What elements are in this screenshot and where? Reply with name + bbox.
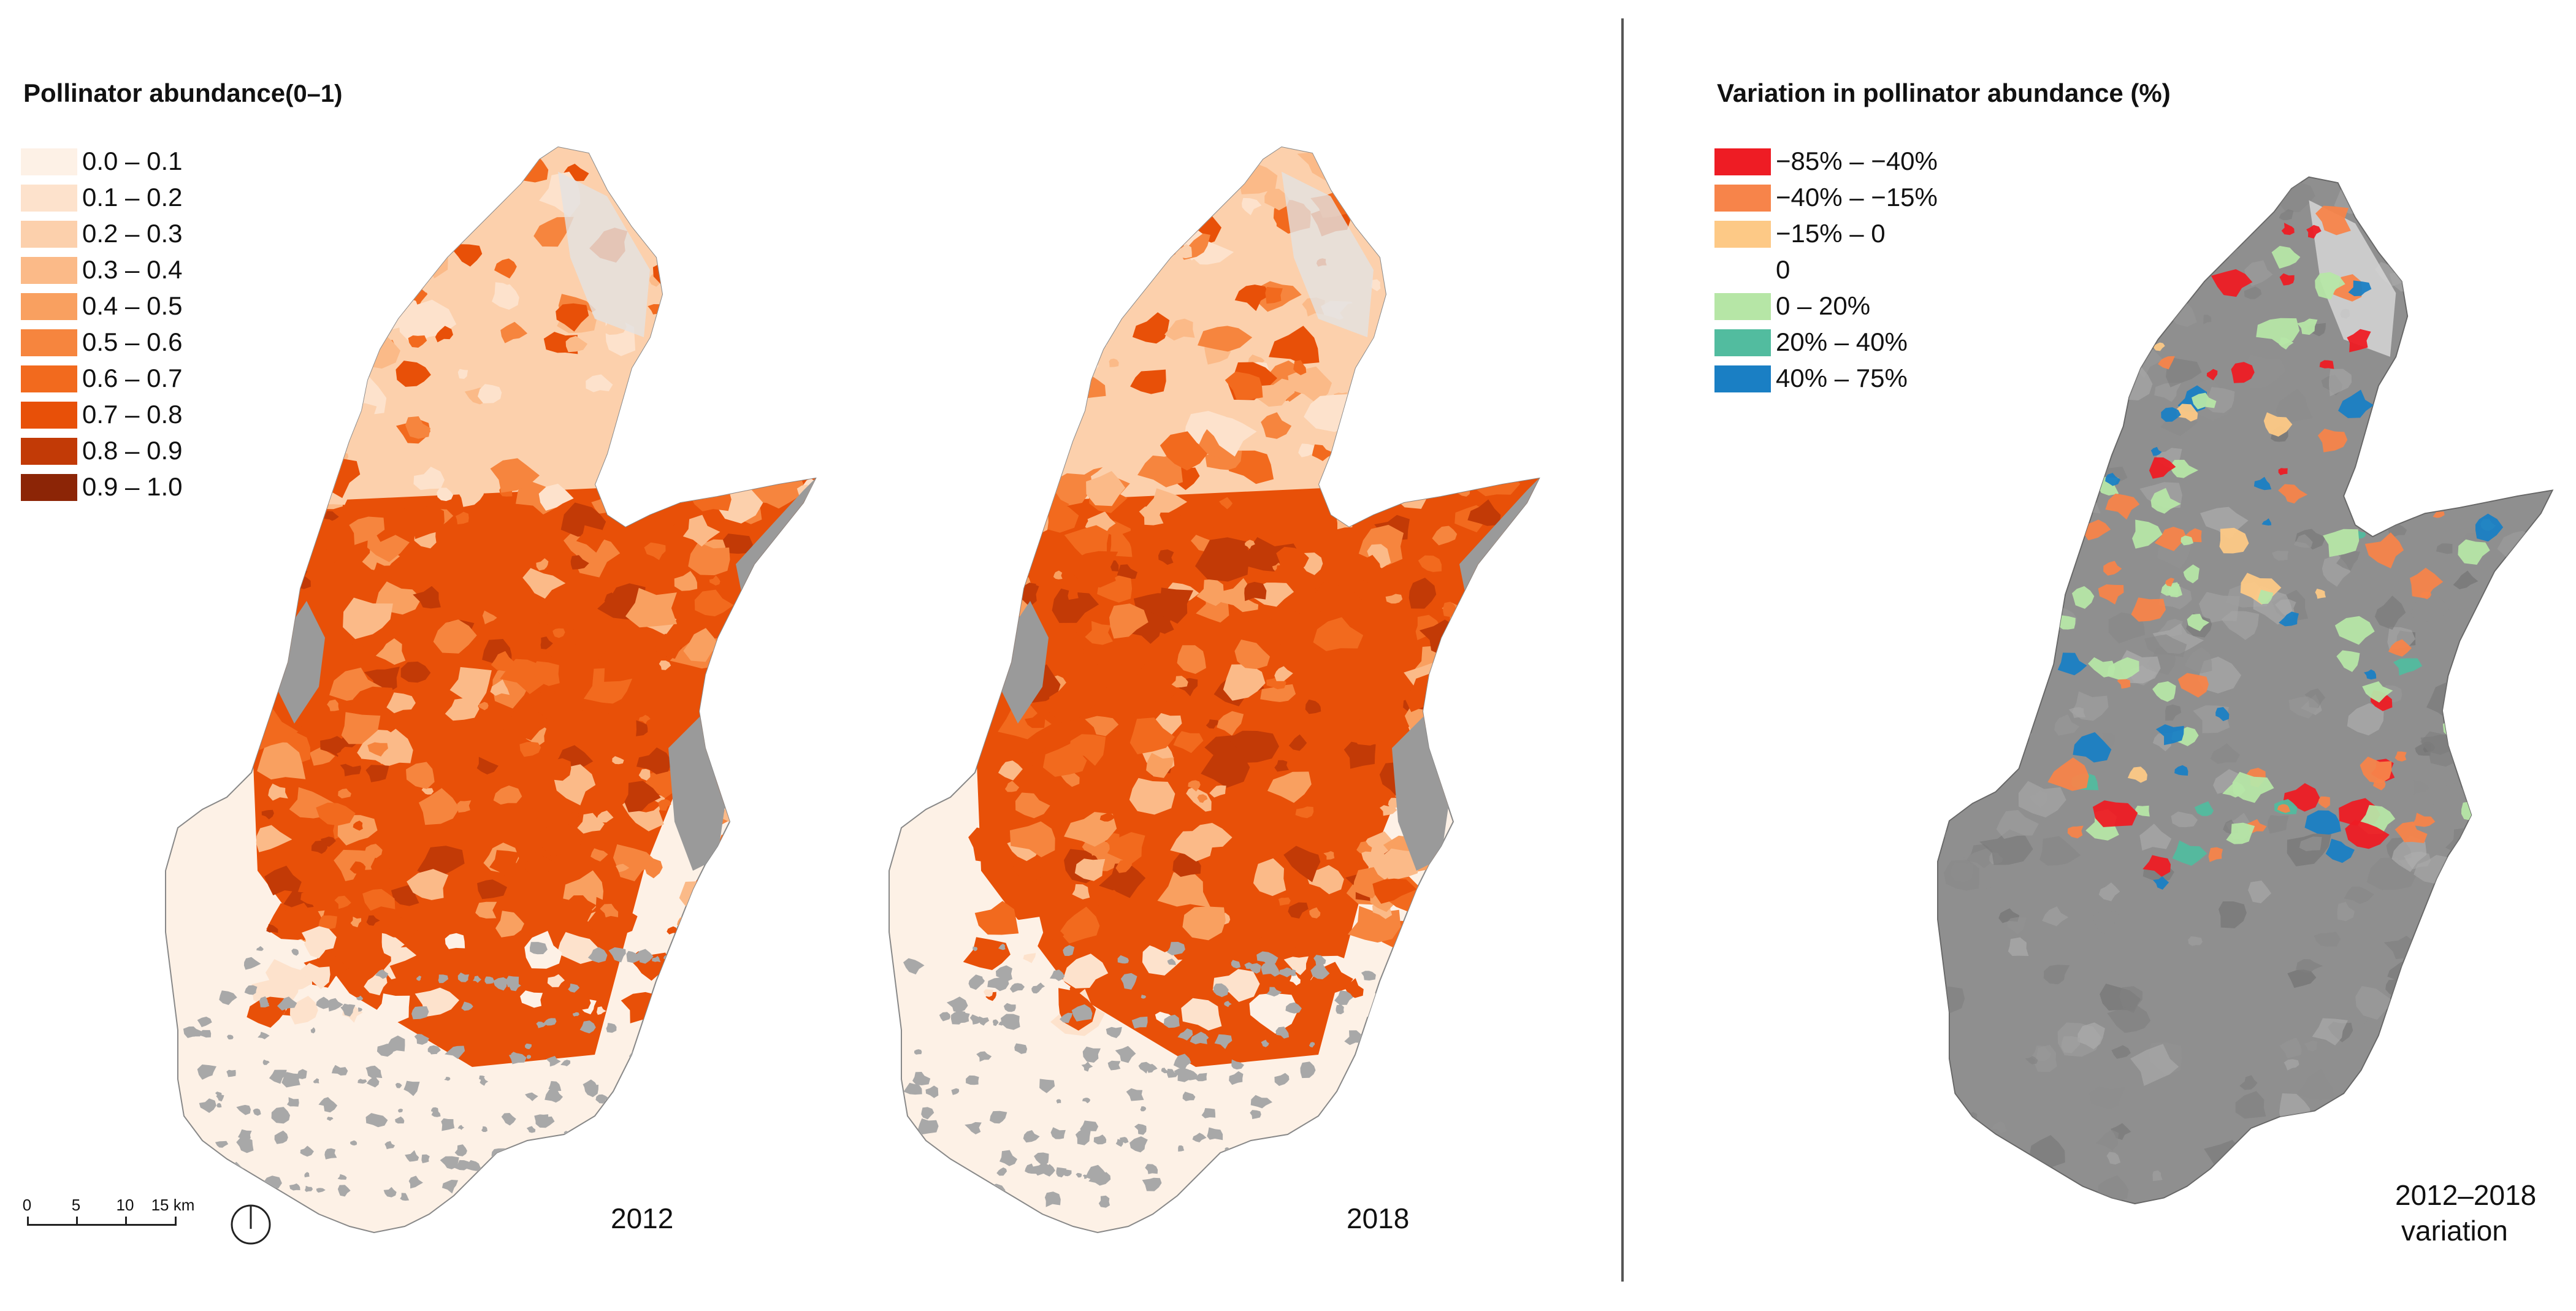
scale-tick-10: 10 — [116, 1196, 134, 1214]
abundance-legend-label: 0.5 – 0.6 — [82, 327, 183, 356]
abundance-legend-label: 0.7 – 0.8 — [82, 400, 183, 429]
variation-legend-label: −85% – −40% — [1776, 147, 1938, 175]
map-2012-year-label: 2012 — [611, 1202, 674, 1234]
scale-bar-tick-mark-5 — [76, 1217, 78, 1225]
abundance-legend-swatch — [21, 474, 77, 501]
variation-legend-title: Variation in pollinator abundance (%) — [1717, 78, 2171, 107]
scale-tick-15: 15 km — [151, 1196, 195, 1214]
abundance-legend-label: 0.4 – 0.5 — [82, 291, 183, 320]
variation-legend-swatch — [1714, 365, 1771, 392]
abundance-legend-label: 0.8 – 0.9 — [82, 436, 183, 465]
abundance-legend-swatch — [21, 221, 77, 248]
abundance-legend-swatch — [21, 402, 77, 429]
abundance-legend-swatch — [21, 257, 77, 284]
map-2018 — [889, 146, 1540, 1234]
abundance-legend-title: Pollinator abundance(0–1) — [23, 78, 342, 108]
variation-map-label: 2012–2018 variation — [2395, 1177, 2536, 1248]
map-2018-year-label: 2018 — [1347, 1202, 1410, 1234]
scale-bar-tick-mark-10 — [125, 1217, 127, 1225]
variation-legend-label: 40% – 75% — [1776, 364, 1908, 392]
variation-legend-label: 0 – 20% — [1776, 291, 1871, 320]
variation-legend-label: 20% – 40% — [1776, 327, 1908, 356]
variation-legend-swatch — [1714, 257, 1771, 284]
abundance-legend-swatch — [21, 185, 77, 212]
scale-bar: 0 5 10 15 km — [20, 1196, 194, 1257]
map-2012 — [165, 146, 817, 1234]
scale-bar-tick-mark-15 — [175, 1217, 177, 1225]
abundance-legend-swatch — [21, 293, 77, 320]
abundance-legend-label: 0.9 – 1.0 — [82, 472, 183, 501]
scale-bar-tick-mark-0 — [27, 1217, 29, 1225]
abundance-legend-swatch — [21, 329, 77, 356]
scale-tick-0: 0 — [22, 1196, 32, 1214]
abundance-legend-label: 0.0 – 0.1 — [82, 147, 183, 175]
variation-legend-label: 0 — [1776, 255, 1791, 284]
abundance-legend-swatch — [21, 148, 77, 175]
variation-legend-swatch — [1714, 185, 1771, 212]
abundance-legend-swatch — [21, 438, 77, 465]
variation-label-line1: 2012–2018 — [2395, 1179, 2537, 1211]
scale-bar-line — [27, 1224, 177, 1226]
scale-tick-5: 5 — [71, 1196, 81, 1214]
map-outline — [1937, 176, 2554, 1204]
variation-legend-swatch — [1714, 293, 1771, 320]
abundance-legend-swatch — [21, 365, 77, 392]
variation-legend-swatch — [1714, 329, 1771, 356]
variation-legend-swatch — [1714, 221, 1771, 248]
north-arrow-icon — [231, 1204, 271, 1245]
variation-label-line2: variation — [2401, 1215, 2508, 1247]
abundance-legend-label: 0.3 – 0.4 — [82, 255, 183, 284]
abundance-legend-title-range: (0–1) — [285, 80, 343, 107]
variation-legend-swatch — [1714, 148, 1771, 175]
variation-legend-label: −40% – −15% — [1776, 183, 1938, 212]
abundance-legend-title-main: Pollinator abundance — [23, 78, 286, 107]
variation-legend-label: −15% – 0 — [1776, 219, 1886, 248]
abundance-legend-label: 0.1 – 0.2 — [82, 183, 183, 212]
abundance-legend-label: 0.2 – 0.3 — [82, 219, 183, 248]
panel-divider — [1621, 18, 1624, 1282]
map-variation — [1937, 176, 2554, 1204]
abundance-legend-label: 0.6 – 0.7 — [82, 364, 183, 392]
